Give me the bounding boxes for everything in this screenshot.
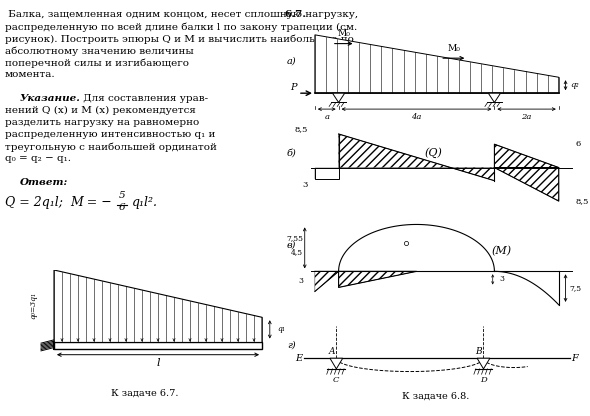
Text: M = −: M = −	[70, 196, 112, 209]
Polygon shape	[54, 342, 262, 349]
Text: в): в)	[287, 240, 296, 249]
Text: q₁l².: q₁l².	[132, 196, 158, 209]
Text: 2a: 2a	[522, 113, 532, 121]
Text: q₀ = q₂ − q₁.: q₀ = q₂ − q₁.	[5, 154, 71, 163]
Polygon shape	[451, 168, 494, 181]
Polygon shape	[339, 225, 494, 271]
Text: нений Q (x) и M (x) рекомендуется: нений Q (x) и M (x) рекомендуется	[5, 106, 196, 115]
Text: 3: 3	[303, 181, 308, 189]
Text: M₀: M₀	[337, 29, 350, 38]
Text: распределенную интенсивностью q₁ и: распределенную интенсивностью q₁ и	[5, 130, 215, 139]
Text: поперечной силы и изгибающего: поперечной силы и изгибающего	[5, 58, 189, 67]
Text: а): а)	[287, 57, 296, 66]
Text: К задаче 6.7.: К задаче 6.7.	[112, 389, 179, 398]
Text: б): б)	[287, 149, 296, 158]
Text: (Q): (Q)	[424, 148, 442, 158]
Text: P: P	[290, 83, 296, 92]
Text: 7,55: 7,55	[286, 235, 303, 243]
Text: C: C	[333, 376, 339, 384]
Text: 3: 3	[500, 275, 504, 283]
Text: Ответ:: Ответ:	[20, 178, 68, 187]
Polygon shape	[315, 35, 559, 93]
Polygon shape	[315, 168, 339, 179]
Polygon shape	[315, 168, 339, 179]
Text: q₁: q₁	[278, 325, 286, 333]
Text: 5: 5	[119, 191, 125, 200]
Text: (M): (M)	[491, 246, 512, 256]
Text: q₀=3q₁: q₀=3q₁	[29, 292, 37, 319]
Text: 6.7.: 6.7.	[284, 10, 306, 19]
Text: D: D	[480, 376, 487, 384]
Text: 4,5: 4,5	[291, 249, 303, 257]
Polygon shape	[494, 168, 559, 201]
Text: треугольную с наибольшей ординатой: треугольную с наибольшей ординатой	[5, 142, 217, 151]
Text: 6: 6	[576, 140, 581, 148]
Text: E: E	[296, 354, 303, 363]
Text: рисунок). Построить эпюры Q и M и вычислить наибольшие по: рисунок). Построить эпюры Q и M и вычисл…	[5, 34, 354, 44]
Text: абсолютному значению величины: абсолютному значению величины	[5, 46, 194, 55]
Polygon shape	[477, 358, 490, 369]
Text: 6: 6	[119, 203, 125, 212]
Text: момента.: момента.	[5, 70, 55, 79]
Text: F: F	[572, 354, 578, 363]
Polygon shape	[494, 271, 559, 305]
Text: a: a	[324, 113, 329, 121]
Text: 7,5: 7,5	[569, 284, 581, 292]
Text: 8,5: 8,5	[576, 197, 589, 205]
Text: разделить нагрузку на равномерно: разделить нагрузку на равномерно	[5, 118, 199, 127]
Polygon shape	[489, 93, 500, 102]
Text: M₀: M₀	[447, 44, 460, 53]
Text: 8,5: 8,5	[295, 125, 308, 133]
Text: Балка, защемленная одним концом, несет сплошную нагрузку,: Балка, защемленная одним концом, несет с…	[5, 10, 358, 19]
Text: 4a: 4a	[411, 113, 422, 121]
Text: B: B	[476, 347, 482, 356]
Polygon shape	[330, 358, 343, 369]
Text: К задаче 6.8.: К задаче 6.8.	[402, 392, 469, 401]
Text: l: l	[156, 358, 160, 368]
Polygon shape	[339, 134, 451, 168]
Text: распределенную по всей длине балки l по закону трапеции (см.: распределенную по всей длине балки l по …	[5, 22, 358, 32]
Text: A: A	[328, 347, 335, 356]
Text: Указание.: Указание.	[20, 94, 81, 103]
Polygon shape	[54, 270, 262, 342]
Text: Для составления урав-: Для составления урав-	[80, 94, 208, 103]
Text: q₂: q₂	[571, 81, 579, 89]
Polygon shape	[315, 271, 339, 292]
Polygon shape	[333, 93, 345, 102]
Polygon shape	[494, 144, 559, 168]
Text: 3: 3	[298, 277, 303, 285]
Text: Q = 2q₁l;: Q = 2q₁l;	[5, 196, 63, 209]
Text: г): г)	[288, 340, 296, 349]
Polygon shape	[339, 271, 417, 287]
